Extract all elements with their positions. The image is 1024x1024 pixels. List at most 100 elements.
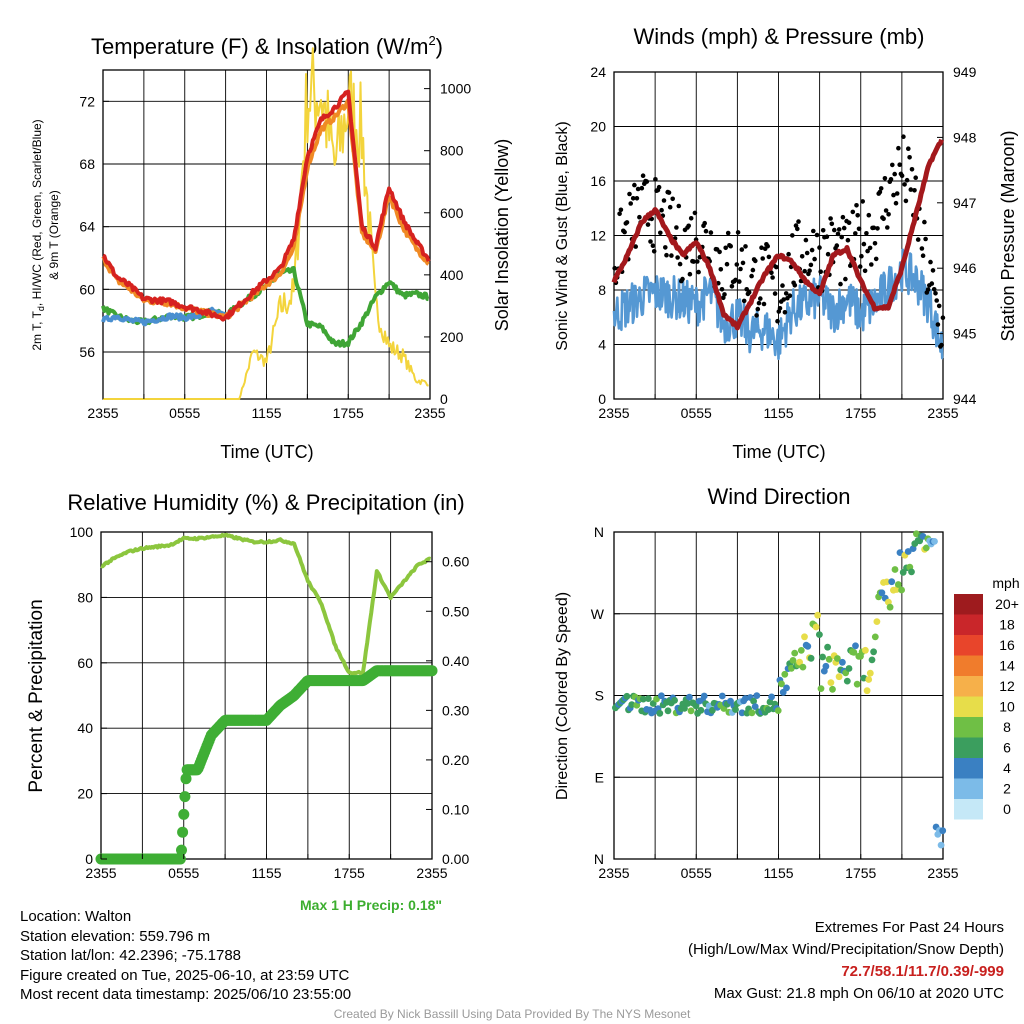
wind-gust-point [692, 210, 698, 216]
wind-gust-point [656, 184, 662, 190]
direction-point [835, 673, 843, 681]
x-tick-label: 1755 [333, 405, 364, 421]
wind-gust-point [839, 234, 844, 240]
wind-gust-point [666, 190, 672, 195]
x-tick-label: 1755 [845, 865, 876, 881]
wind-gust-point [717, 249, 722, 255]
wind-gust-point [637, 214, 642, 220]
wind-gust-point [824, 234, 830, 239]
wind-gust-point [737, 279, 742, 284]
direction-point [834, 655, 841, 662]
legend-label: 18 [999, 617, 1015, 633]
winds-xlabel: Time (UTC) [732, 442, 825, 462]
legend-label: 10 [999, 699, 1015, 715]
legend-swatch [954, 614, 983, 635]
wind-gust-point [832, 227, 837, 233]
wind-gust-point [749, 273, 754, 279]
legend-swatch [954, 635, 983, 656]
direction-point [783, 684, 790, 692]
wind-gust-point [640, 173, 646, 178]
insolation-ylabel-right: Solar Insolation (Yellow) [492, 139, 512, 331]
wind-gust-point [893, 200, 899, 206]
legend-label: 16 [999, 637, 1015, 653]
y-right-tick-label: 200 [440, 329, 464, 345]
wind-gust-point [807, 268, 812, 274]
extremes-subheading: (High/Low/Max Wind/Precipitation/Snow De… [688, 941, 1004, 958]
y-tick-label: 64 [79, 219, 95, 235]
precip-point [174, 853, 186, 865]
wind-gust-point [834, 243, 840, 248]
direction-title: Wind Direction [707, 484, 850, 509]
legend-label: 6 [1003, 740, 1011, 756]
wind-gust-point [723, 245, 728, 251]
legend-swatch [954, 737, 983, 758]
extremes-heading: Extremes For Past 24 Hours [814, 919, 1004, 936]
y-tick-label: 4 [598, 337, 606, 353]
temperature-series [101, 47, 431, 400]
wind-gust-point [906, 146, 911, 151]
direction-ylabel-left: Direction (Colored By Speed) [554, 592, 571, 800]
x-tick-label: 0555 [681, 405, 712, 421]
direction-point [768, 693, 775, 701]
temperature-ylabel-left: 2m T, Td, HI/WC (Red, Green, Scarlet/Blu… [30, 119, 46, 350]
wind-gust-point [741, 298, 747, 304]
wind-gust-point [901, 134, 906, 139]
wind-gust-point [853, 231, 858, 236]
legend-label: 2 [1003, 781, 1011, 797]
x-tick-label: 2355 [598, 405, 629, 421]
wind-gust-point [892, 171, 897, 177]
wind-gust-point [758, 296, 763, 301]
direction-point [697, 706, 705, 714]
wind-gust-point [766, 254, 772, 260]
direction-point [656, 709, 664, 717]
direction-point [709, 706, 716, 714]
wind-gust-point [890, 162, 895, 168]
wind-gust-point [838, 281, 843, 287]
direction-point [639, 695, 647, 703]
wind-gust-point [850, 209, 856, 215]
wind-gust-point [825, 251, 831, 257]
station-latlon: Station lat/lon: 42.2396; -75.1788 [20, 947, 242, 964]
wind-gust-point [729, 284, 735, 289]
precip-point [180, 773, 192, 785]
wind-gust-point [795, 226, 800, 232]
wind-gust-point [899, 173, 905, 178]
y-right-tick-label: 600 [440, 205, 464, 221]
direction-point [804, 642, 812, 650]
wind-gust-point [923, 236, 928, 242]
wind-gust-point [857, 264, 863, 269]
wind-gust-point [772, 291, 778, 296]
direction-point [623, 692, 631, 700]
legend-label: 12 [999, 678, 1015, 694]
direction-point [824, 643, 831, 651]
direction-point [789, 657, 797, 664]
direction-point [891, 566, 899, 573]
wind-gust-point [617, 211, 622, 217]
legend-swatch [954, 696, 983, 717]
direction-point [681, 705, 688, 712]
y-tick-label: 40 [77, 720, 93, 736]
temperature-ylabel-left-2: & 9m T (Orange) [47, 190, 61, 280]
direction-panel: Wind Direction 2355 0555 1155 1755 2355NESWN… [554, 484, 1020, 881]
temperature-panel: Temperature (F) & Insolation (W/m2) 2355… [30, 33, 512, 462]
y-tick-label: 72 [79, 93, 95, 109]
wind-gust-point [904, 177, 910, 183]
direction-point [751, 703, 759, 710]
wind-gust-point [770, 275, 775, 280]
x-tick-label: 2355 [598, 865, 629, 881]
wind-gust-point [828, 216, 833, 221]
direction-point [807, 654, 815, 662]
humidity-title: Relative Humidity (%) & Precipitation (i… [67, 490, 464, 515]
wind-gust-point [940, 315, 946, 321]
wind-gust-point [755, 306, 761, 312]
wind-gust-point [928, 259, 933, 265]
wind-gust-point [802, 268, 807, 274]
wind-gust-point [872, 241, 878, 246]
wind-gust-point [896, 145, 901, 151]
wind-gust-point [618, 207, 624, 213]
x-tick-label: 1155 [763, 865, 793, 881]
x-tick-label: 1755 [334, 865, 365, 881]
wind-gust-point [935, 322, 941, 327]
y-right-tick-label: 949 [953, 64, 977, 80]
